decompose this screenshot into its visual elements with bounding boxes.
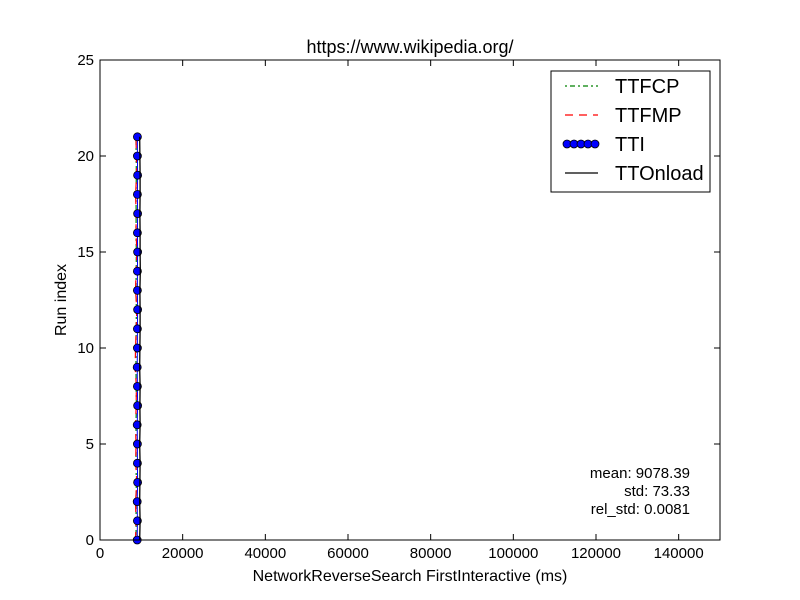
series-point-tti [133, 266, 142, 276]
y-tick-label: 15 [77, 244, 94, 261]
x-tick-label: 140000 [654, 545, 704, 562]
axes: 0 20000 40000 60000 80000 100000 120000 140000 0… [77, 52, 721, 562]
legend-item-ttfmp: TTFMP [565, 105, 682, 127]
y-tick-label: 25 [77, 52, 94, 69]
series-line-ttonload [139, 136, 141, 541]
x-tick-label: 20000 [162, 545, 204, 562]
stats-mean: mean: 9078.39 [590, 465, 690, 482]
legend-label-ttonload: TTOnload [615, 163, 704, 185]
series-line-ttfmp [134, 136, 138, 541]
x-tick-label: 100000 [488, 545, 538, 562]
legend-frame [550, 70, 711, 193]
x-tick-label: 120000 [571, 545, 621, 562]
legend-item-ttonload: TTOnload [565, 163, 704, 185]
series-point-tti [133, 324, 142, 334]
x-axis-label: NetworkReverseSearch FirstInteractive (m… [253, 568, 568, 585]
plot-frame [99, 59, 721, 541]
legend-item-tti: TTI [562, 134, 645, 156]
chart-title: https://www.wikipedia.org/ [306, 37, 513, 57]
y-tick-label: 10 [77, 340, 94, 357]
stats-rel-std: rel_std: 0.0081 [591, 501, 690, 518]
series-point-tti [132, 420, 142, 430]
x-tick-label: 0 [96, 545, 104, 562]
legend-label-ttfcp: TTFCP [615, 76, 679, 98]
legend: TTFCP TTFMP TTI TTOnload [550, 70, 711, 193]
legend-label-ttfmp: TTFMP [615, 105, 682, 127]
stats-std: std: 73.33 [624, 483, 690, 500]
legend-label-tti: TTI [615, 134, 645, 156]
series-point-tti [133, 228, 142, 238]
stats-annotation: mean: 9078.39 std: 73.33 rel_std: 0.0081 [590, 465, 690, 518]
y-axis-label: Run index [53, 264, 70, 336]
legend-item-ttfcp: TTFCP [565, 76, 679, 98]
y-tick-label: 5 [86, 436, 94, 453]
x-tick-label: 60000 [327, 545, 369, 562]
legend-marker-tti-5 [590, 139, 600, 149]
x-tick-label: 40000 [244, 545, 286, 562]
y-tick-label: 20 [77, 148, 94, 165]
series-point-tti [133, 189, 142, 199]
y-tick-label: 0 [86, 532, 94, 549]
x-tick-label: 80000 [410, 545, 452, 562]
